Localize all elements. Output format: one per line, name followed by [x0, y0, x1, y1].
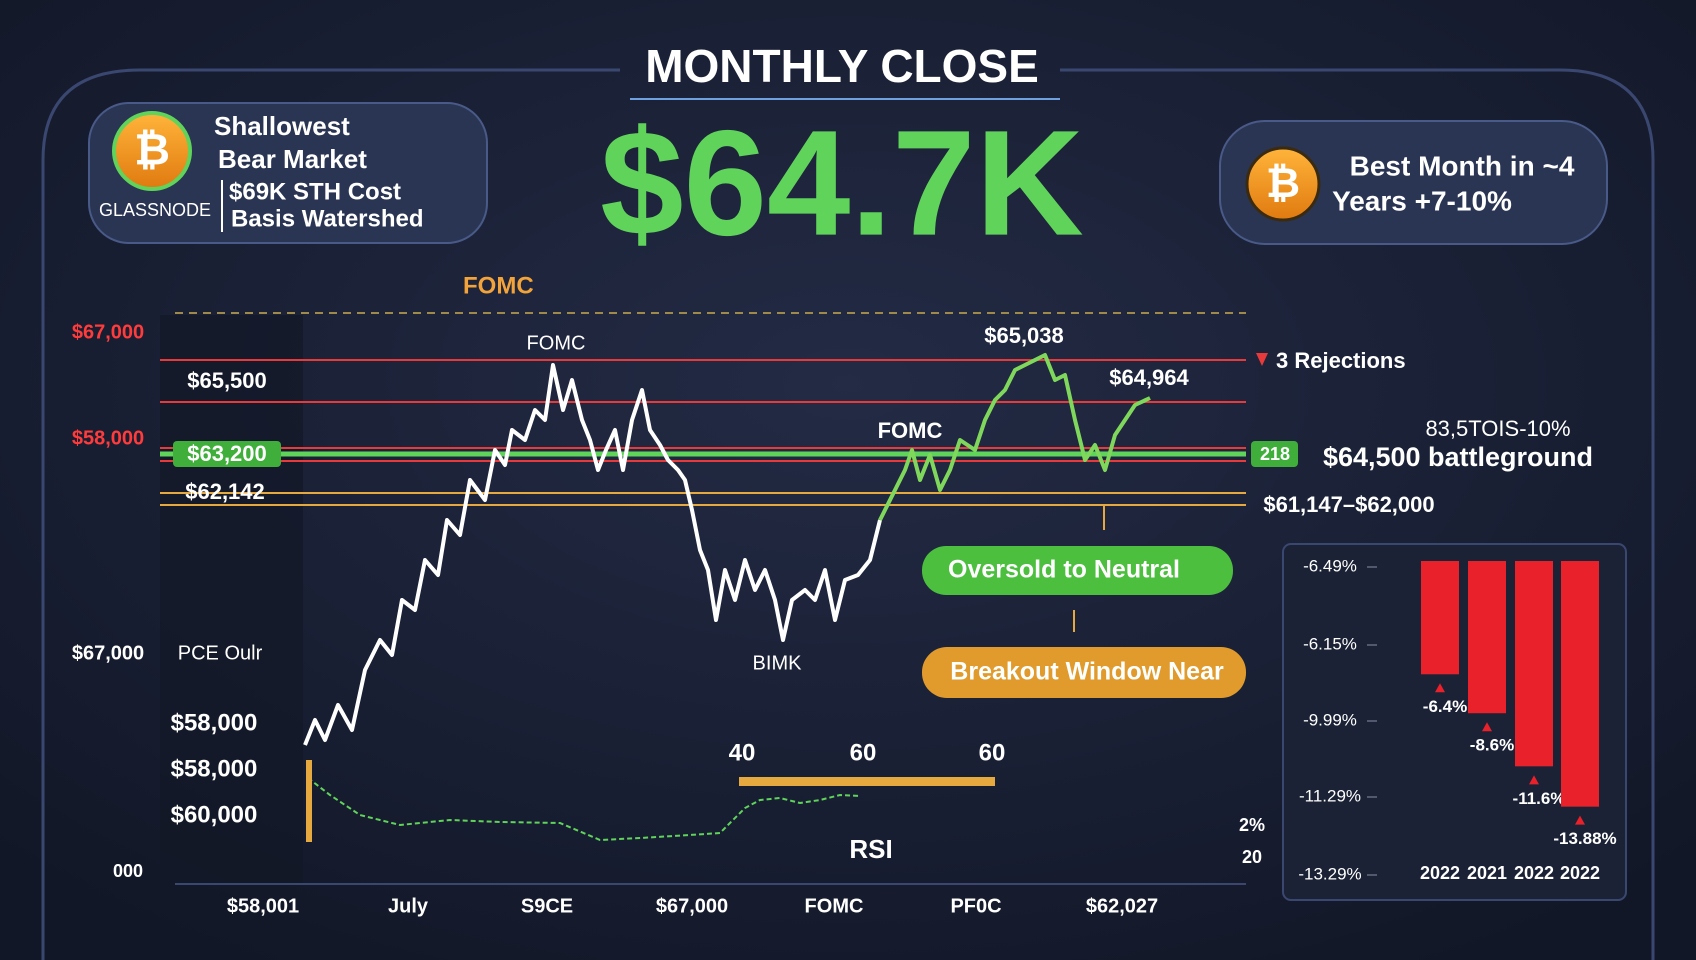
badge-line: Years +7-10% — [1332, 185, 1512, 216]
bar — [1421, 561, 1459, 675]
inset-axis-label: -6.49% — [1303, 556, 1357, 575]
x-label: $58,001 — [227, 895, 299, 917]
price-label: BIMK — [753, 652, 803, 674]
price-label: $65,038 — [984, 323, 1064, 348]
inset-axis-label: -6.15% — [1303, 634, 1357, 653]
value-label: -13.88% — [1553, 829, 1616, 848]
price-line-recovery — [878, 353, 1151, 521]
axis-label: $58,000 — [72, 427, 144, 449]
level-badge — [173, 441, 281, 467]
price: $64.7K — [600, 99, 1084, 267]
x-label: S9CE — [521, 895, 573, 917]
right-label: 83,5TOIS-10% — [1425, 416, 1570, 441]
x-label: July — [388, 895, 429, 917]
category: 2022 — [1420, 863, 1460, 883]
level-label: $63,200 — [187, 441, 267, 466]
coin-symbol: ₿ — [134, 126, 170, 175]
x-label: FOMC — [805, 895, 864, 917]
lower-label: $60,000 — [171, 801, 258, 828]
level-lines — [160, 359, 1246, 506]
value-label: -11.6% — [1513, 789, 1566, 808]
badge-line: Basis Watershed — [231, 205, 424, 232]
category: 2022 — [1560, 863, 1600, 883]
x-label: PF0C — [950, 895, 1001, 917]
level-label: $65,500 — [187, 368, 267, 393]
annotation: FOMC — [463, 272, 534, 299]
rsi-side: 2% — [1239, 815, 1265, 835]
x-label: $62,027 — [1086, 895, 1158, 917]
rsi-label: RSI — [849, 834, 892, 864]
pill-label: Breakout Window Near — [950, 658, 1224, 686]
pill — [922, 546, 1233, 595]
inset-axis-label: -13.29% — [1298, 864, 1361, 883]
frame — [41, 68, 1655, 960]
price-line — [303, 363, 882, 746]
right-badge — [1219, 120, 1608, 245]
bar-arrow — [1482, 722, 1492, 732]
right-label: 3 Rejections — [1276, 348, 1406, 373]
category: 2021 — [1467, 863, 1507, 883]
rsi-level: 60 — [979, 739, 1006, 766]
price-label: $64,964 — [1109, 365, 1189, 390]
arrow — [1256, 353, 1268, 366]
bar-arrow — [1575, 815, 1585, 825]
price-label: FOMC — [878, 418, 943, 443]
bar — [1468, 561, 1506, 714]
price-label: FOMC — [527, 332, 586, 354]
category: 2022 — [1514, 863, 1554, 883]
coin — [112, 111, 192, 191]
badge-line: Bear Market — [218, 144, 367, 174]
bar-arrow — [1529, 775, 1539, 785]
source: GLASSNODE — [99, 200, 211, 220]
rsi-side: 20 — [1242, 847, 1262, 867]
inset-axis-label: -9.99% — [1303, 710, 1357, 729]
title: MONTHLY CLOSE — [645, 40, 1039, 92]
rsi-level: 40 — [729, 739, 756, 766]
left-strip — [160, 315, 303, 885]
bar-arrow — [1435, 683, 1445, 693]
badge — [1251, 441, 1298, 467]
x-label: $67,000 — [656, 895, 728, 917]
lower-label: 000 — [113, 861, 143, 881]
rsi-candle — [306, 760, 312, 842]
lower-label: $58,000 — [171, 709, 258, 736]
coin — [1245, 146, 1321, 222]
level-label: $62,142 — [185, 479, 265, 504]
right-label: $61,147–$62,000 — [1263, 492, 1434, 517]
coin-symbol: ₿ — [1266, 159, 1300, 206]
bar — [1561, 561, 1599, 807]
right-label: 218 — [1260, 444, 1290, 464]
bar — [1515, 561, 1553, 767]
rsi-band — [739, 777, 995, 786]
right-label: $64,500 battleground — [1323, 442, 1593, 472]
value-label: -6.4% — [1423, 697, 1467, 716]
pill — [922, 647, 1246, 698]
lower-label: PCE Oulr — [178, 642, 263, 664]
rsi-level: 60 — [850, 739, 877, 766]
lower-label: $67,000 — [72, 642, 144, 664]
inset-axis-label: -11.29% — [1299, 786, 1361, 805]
axis-label: $67,000 — [72, 321, 144, 343]
badge-line: Best Month in ~4 — [1350, 150, 1575, 181]
lower-label: $58,000 — [171, 755, 258, 782]
pill-label: Oversold to Neutral — [948, 556, 1180, 584]
badge-line: Shallowest — [214, 111, 350, 141]
rsi-line — [307, 777, 861, 842]
value-label: -8.6% — [1470, 736, 1514, 755]
badge-line: $69K STH Cost — [229, 178, 401, 205]
